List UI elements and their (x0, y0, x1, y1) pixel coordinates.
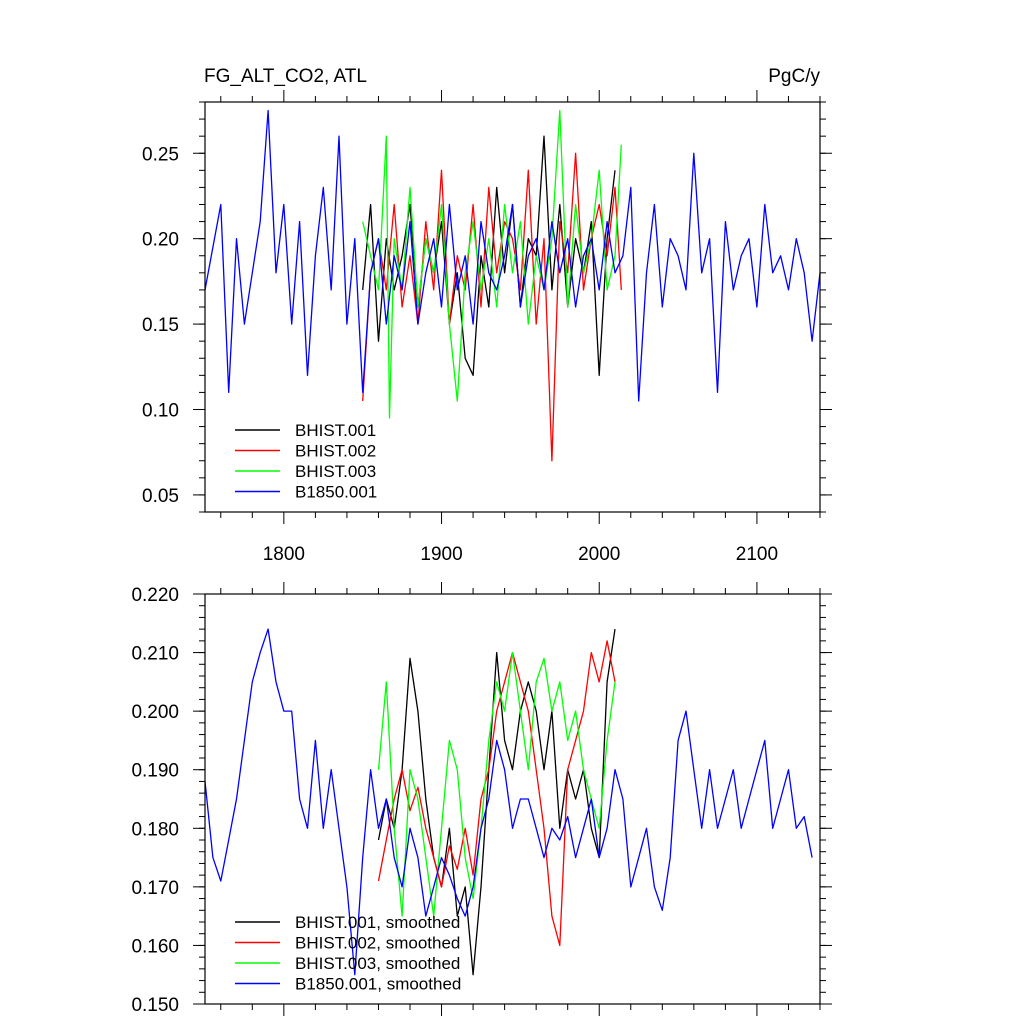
top-chart-title: FG_ALT_CO2, ATL (204, 66, 367, 87)
bottom-legend-label: BHIST.003, smoothed (295, 954, 460, 973)
bottom-y-tick-label: 0.160 (131, 936, 179, 957)
top-legend-label: B1850.001 (295, 483, 377, 502)
bottom-legend-label: B1850.001, smoothed (295, 975, 461, 994)
top-x-tick-label: 2100 (736, 544, 778, 565)
top-x-tick-label: 2000 (578, 544, 620, 565)
top-plot-frame (204, 101, 821, 513)
bottom-y-tick-label: 0.200 (131, 702, 179, 723)
top-y-tick-label: 0.25 (142, 144, 179, 165)
top-y-tick-label: 0.15 (142, 315, 179, 336)
bottom-y-tick-label: 0.220 (131, 585, 179, 606)
top-series-line-1 (362, 135, 616, 376)
top-chart-units: PgC/y (768, 66, 820, 87)
bottom-y-tick-label: 0.170 (131, 878, 179, 899)
bottom-series-line-2 (377, 640, 616, 947)
bottom-y-tick-label: 0.190 (131, 761, 179, 782)
bottom-series-line-1 (377, 629, 616, 976)
top-series-line-3 (362, 109, 622, 419)
top-legend-label: BHIST.001 (295, 421, 376, 440)
top-legend-label: BHIST.002 (295, 442, 376, 461)
top-y-tick-label: 0.10 (142, 401, 179, 422)
top-x-tick-label: 1800 (263, 544, 305, 565)
top-y-tick-label: 0.20 (142, 230, 179, 251)
bottom-series-line-3 (377, 651, 616, 917)
top-x-tick-label: 1900 (420, 544, 462, 565)
bottom-legend-label: BHIST.002, smoothed (295, 934, 460, 953)
top-legend-label: BHIST.003 (295, 462, 376, 481)
bottom-y-tick-label: 0.180 (131, 819, 179, 840)
bottom-y-tick-label: 0.210 (131, 644, 179, 665)
top-y-tick-label: 0.05 (142, 486, 179, 507)
bottom-plot-area: 0.150 0.160 0.170 0.180 0.190 0.200 0.210 0.220… (131, 582, 832, 1016)
bottom-legend-label: BHIST.001, smoothed (295, 913, 460, 932)
top-series-line-4 (204, 109, 821, 402)
bottom-plot-frame (204, 593, 821, 1005)
bottom-y-tick-label: 0.150 (131, 995, 179, 1016)
top-plot-area: 1800 1900 2000 2100 0.05 0.10 0.15 0.20 0.25 BHIS… (142, 90, 832, 565)
top-series-line-2 (362, 152, 622, 462)
bottom-series-line-4 (204, 628, 813, 976)
